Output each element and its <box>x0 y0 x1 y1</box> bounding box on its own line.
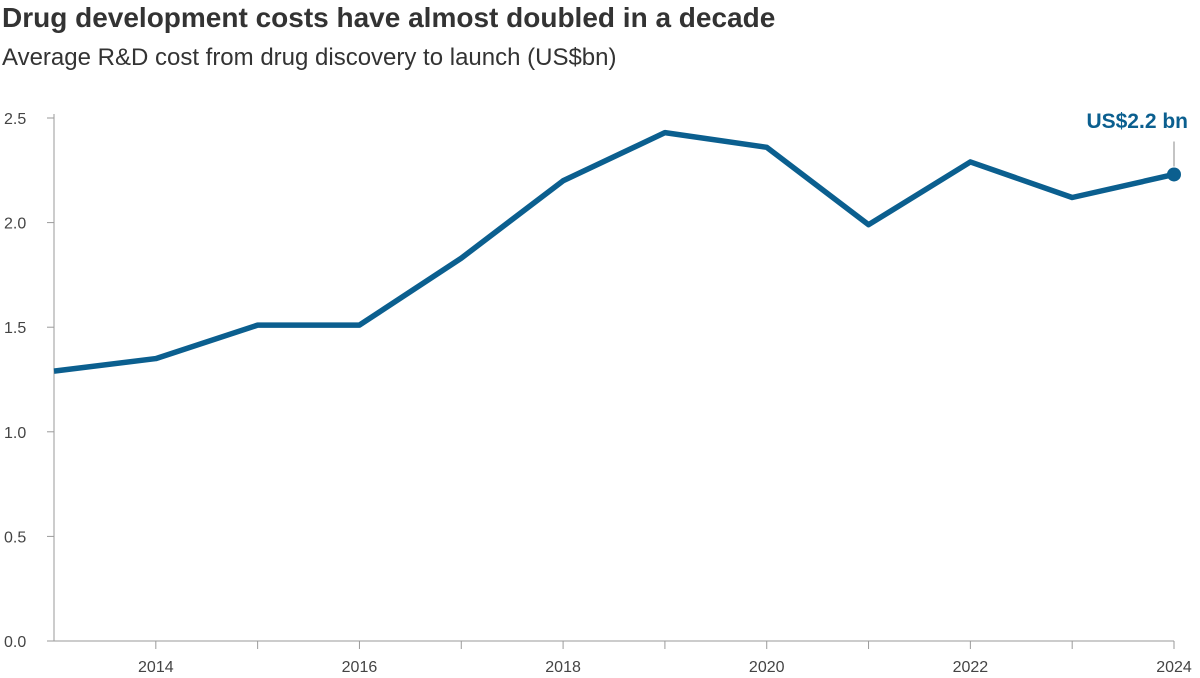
y-tick-label: 2.0 <box>4 216 26 233</box>
y-tick-label: 0.5 <box>4 529 26 546</box>
y-tick-label: 1.0 <box>4 425 26 442</box>
axes: 0.0 0.5 1.0 1.5 2.0 2.5 2014 2016 2018 2020 2022 20… <box>4 111 1192 676</box>
chart-title: Drug development costs have almost doubl… <box>2 2 776 33</box>
x-tick-label: 2022 <box>953 659 989 676</box>
annotation-label: US$2.2 bn <box>1086 110 1188 133</box>
series-line <box>53 129 1175 374</box>
x-tick-label: 2016 <box>342 659 378 676</box>
chart-marks: US$2.2 bn <box>53 110 1188 374</box>
x-tick-label: 2018 <box>545 659 581 676</box>
x-tick-label: 2014 <box>138 659 174 676</box>
x-tick-label: 2020 <box>749 659 785 676</box>
y-tick-label: 0.0 <box>4 634 26 651</box>
y-tick-label: 2.5 <box>4 111 26 128</box>
x-tick-label: 2024 <box>1156 659 1192 676</box>
data-point-2024 <box>1167 167 1181 182</box>
y-tick-label: 1.5 <box>4 320 26 337</box>
chart-subtitle: Average R&D cost from drug discovery to … <box>2 44 617 71</box>
